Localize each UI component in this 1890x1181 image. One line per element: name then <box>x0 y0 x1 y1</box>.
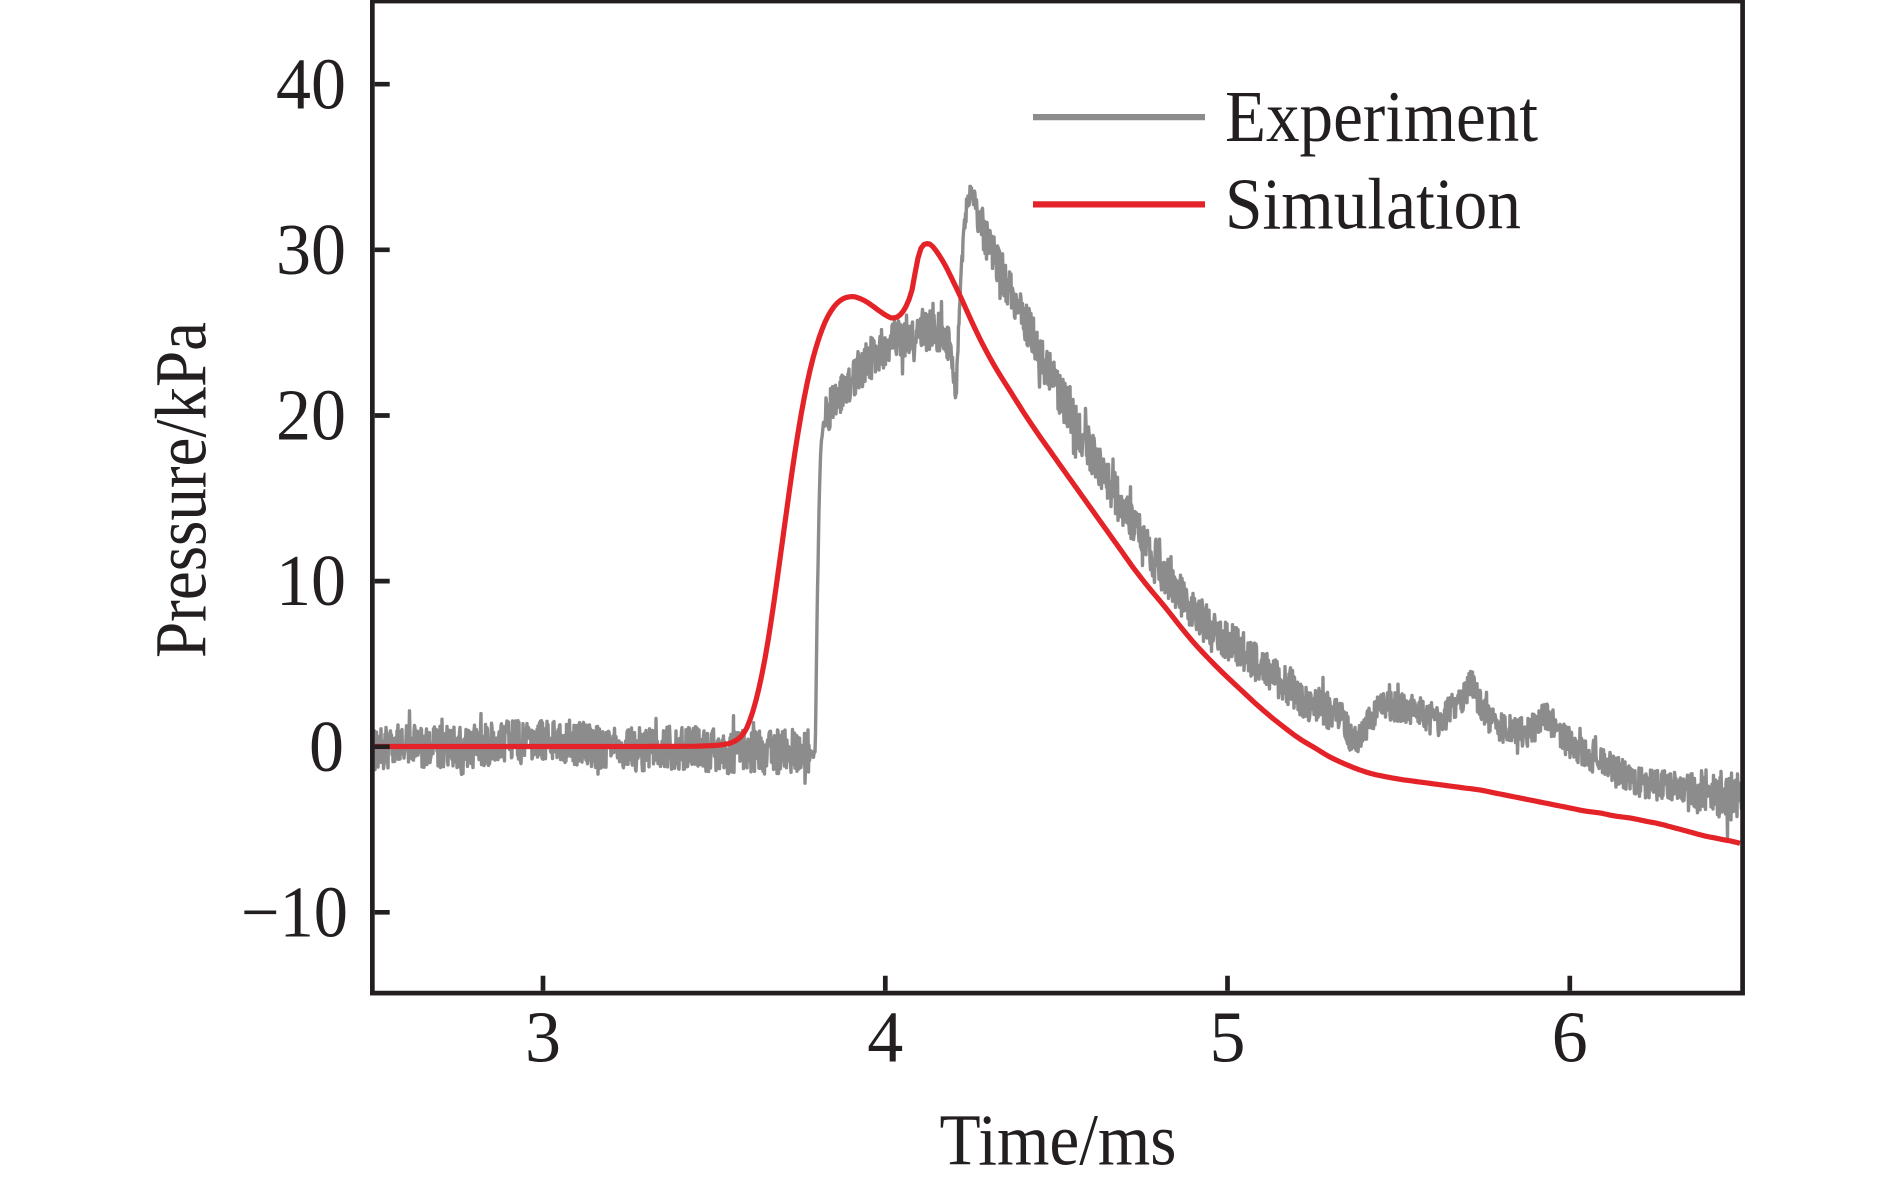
svg-text:0: 0 <box>309 706 344 787</box>
svg-text:Simulation: Simulation <box>1225 164 1521 245</box>
svg-text:5: 5 <box>1210 997 1246 1078</box>
svg-text:Pressure/kPa: Pressure/kPa <box>141 322 222 658</box>
svg-text:4: 4 <box>867 997 903 1078</box>
svg-text:3: 3 <box>525 997 561 1078</box>
svg-text:Experiment: Experiment <box>1225 76 1538 157</box>
svg-text:10: 10 <box>276 540 346 621</box>
svg-text:6: 6 <box>1552 997 1588 1078</box>
svg-text:20: 20 <box>276 375 346 456</box>
svg-text:−10: −10 <box>241 871 348 952</box>
svg-text:Time/ms: Time/ms <box>940 1100 1177 1181</box>
svg-text:40: 40 <box>276 43 346 124</box>
svg-text:30: 30 <box>276 209 346 290</box>
